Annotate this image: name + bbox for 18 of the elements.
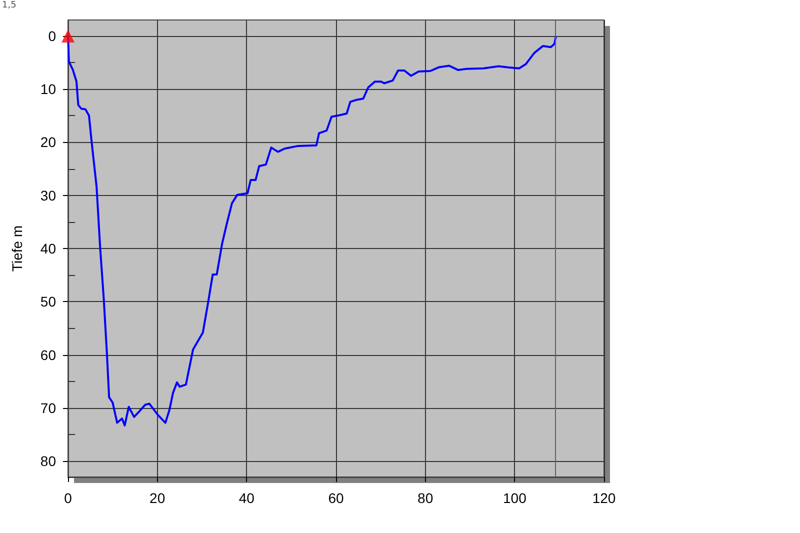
y-tick-label: 50 <box>40 294 56 310</box>
x-tick-label: 40 <box>238 490 255 506</box>
y-tick-label: 30 <box>40 187 56 204</box>
y-tick-label: 40 <box>40 240 56 256</box>
y-tick-label: 60 <box>40 346 56 363</box>
y-tick-label: 0 <box>48 28 56 44</box>
y-tick-label: 80 <box>40 453 56 470</box>
x-tick-label: 0 <box>64 490 72 506</box>
y-tick-label: 20 <box>40 134 56 150</box>
x-tick-label: 60 <box>328 490 344 506</box>
y-tick-label: 70 <box>40 400 56 416</box>
x-tick-label: 100 <box>502 490 527 506</box>
text: 1,5 <box>2 0 16 10</box>
x-tick-label: 120 <box>592 490 616 506</box>
x-tick-label: 80 <box>418 490 434 506</box>
y-axis-title: Tiefe m <box>9 225 25 272</box>
x-tick-label: 20 <box>150 490 166 506</box>
y-tick-label: 10 <box>40 81 56 98</box>
